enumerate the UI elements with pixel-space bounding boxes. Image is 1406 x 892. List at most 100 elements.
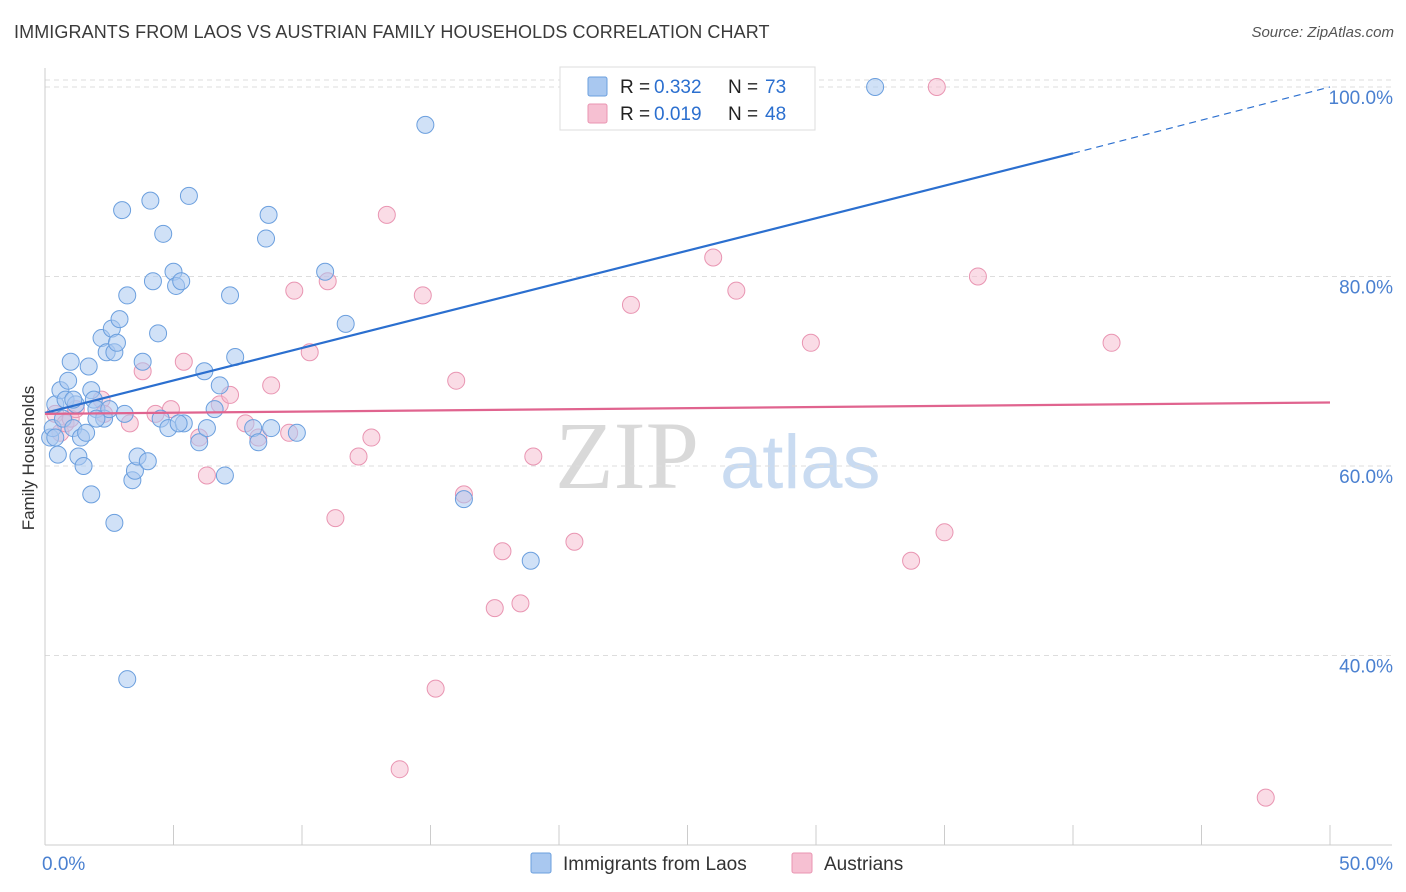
austrians-point xyxy=(524,447,543,466)
austrians-point xyxy=(285,281,304,300)
laos-point xyxy=(105,513,124,532)
series-legend: Immigrants from Laos Austrians xyxy=(530,852,903,875)
austrians-point xyxy=(704,248,723,267)
stats-n-label-laos: N = xyxy=(728,77,758,98)
laos-point xyxy=(197,419,216,438)
laos-point xyxy=(316,262,335,281)
laos-trend-extension xyxy=(1072,86,1331,154)
y-axis-title: Family Households xyxy=(19,386,38,531)
legend-swatch-laos xyxy=(530,852,552,874)
austrians-point xyxy=(727,281,746,300)
austrians-point xyxy=(493,542,512,561)
stats-r-label-laos: R = xyxy=(620,77,650,98)
austrians-point xyxy=(349,447,368,466)
laos-point xyxy=(205,400,224,419)
austrians-point xyxy=(197,466,216,485)
laos-point xyxy=(82,485,101,504)
stats-n-value-austrians: 48 xyxy=(765,104,786,125)
legend-swatch-austrians xyxy=(791,852,813,874)
watermark-atlas: atlas xyxy=(720,420,881,505)
austrians-trend-line xyxy=(44,401,1331,415)
austrians-point xyxy=(262,376,281,395)
stats-r-value-austrians: 0.019 xyxy=(654,104,702,125)
x-tick-label: 0.0% xyxy=(42,854,85,875)
austrians-point xyxy=(968,267,987,286)
laos-point xyxy=(113,201,132,220)
stats-legend-swatch-austrians xyxy=(587,103,608,124)
laos-point xyxy=(259,205,278,224)
x-tick-label: 50.0% xyxy=(1339,854,1393,875)
austrians-point xyxy=(362,428,381,447)
stats-n-label-austrians: N = xyxy=(728,104,758,125)
laos-point xyxy=(154,224,173,243)
stats-r-label-austrians: R = xyxy=(620,104,650,125)
laos-point xyxy=(143,272,162,291)
laos-point xyxy=(179,186,198,205)
laos-point xyxy=(118,286,137,305)
laos-point xyxy=(141,191,160,210)
austrians-point xyxy=(390,760,409,779)
y-tick-label: 100.0% xyxy=(1329,88,1394,109)
laos-point xyxy=(190,433,209,452)
austrians-point xyxy=(1102,333,1121,352)
laos-point xyxy=(416,115,435,134)
austrians-point xyxy=(902,551,921,570)
source-credit: Source: ZipAtlas.com xyxy=(1251,24,1394,41)
y-tick-label: 80.0% xyxy=(1339,277,1393,298)
legend-label-laos: Immigrants from Laos xyxy=(563,854,747,875)
stats-n-value-laos: 73 xyxy=(765,77,786,98)
austrians-point xyxy=(485,599,504,618)
austrians-point xyxy=(174,352,193,371)
chart-title: IMMIGRANTS FROM LAOS VS AUSTRIAN FAMILY … xyxy=(14,22,770,42)
laos-point xyxy=(210,376,229,395)
stats-legend-swatch-laos xyxy=(587,76,608,97)
y-tick-label: 60.0% xyxy=(1339,467,1393,488)
trend-lines xyxy=(44,86,1331,415)
laos-point xyxy=(61,352,80,371)
laos-point xyxy=(262,419,281,438)
laos-point xyxy=(118,670,137,689)
austrians-point xyxy=(801,333,820,352)
laos-point xyxy=(138,452,157,471)
laos-trend-line xyxy=(44,152,1074,414)
austrians-point xyxy=(621,295,640,314)
stats-r-value-laos: 0.332 xyxy=(654,77,702,98)
laos-point xyxy=(172,272,191,291)
austrians-point xyxy=(927,77,946,96)
austrians-point xyxy=(426,679,445,698)
laos-point xyxy=(77,423,96,442)
laos-point xyxy=(454,490,473,509)
austrians-point xyxy=(413,286,432,305)
laos-point xyxy=(133,352,152,371)
laos-point xyxy=(149,324,168,343)
stats-legend: R = 0.332 N = 73 R = 0.019 N = 48 xyxy=(559,66,816,131)
laos-point xyxy=(336,314,355,333)
austrians-point xyxy=(935,523,954,542)
axes: 40.0% 60.0% 80.0% 100.0% 0.0% 50.0% xyxy=(42,68,1393,875)
laos-point xyxy=(110,310,129,329)
laos-point xyxy=(48,445,67,464)
laos-point xyxy=(521,551,540,570)
laos-point xyxy=(221,286,240,305)
y-tick-label: 40.0% xyxy=(1339,656,1393,677)
austrians-point xyxy=(377,205,396,224)
legend-label-austrians: Austrians xyxy=(824,854,903,875)
austrians-point xyxy=(511,594,530,613)
laos-point xyxy=(866,77,885,96)
austrians-point xyxy=(326,509,345,528)
austrians-point xyxy=(565,532,584,551)
laos-point xyxy=(249,433,268,452)
laos-point xyxy=(215,466,234,485)
laos-point xyxy=(59,371,78,390)
laos-point xyxy=(46,428,65,447)
laos-point xyxy=(107,333,126,352)
laos-point xyxy=(74,456,93,475)
laos-point xyxy=(79,357,98,376)
laos-point xyxy=(287,423,306,442)
austrians-point xyxy=(1256,788,1275,807)
watermark-zip: ZIP xyxy=(555,402,699,509)
laos-point xyxy=(257,229,276,248)
laos-points xyxy=(41,77,885,689)
grid-lines xyxy=(45,79,1392,656)
